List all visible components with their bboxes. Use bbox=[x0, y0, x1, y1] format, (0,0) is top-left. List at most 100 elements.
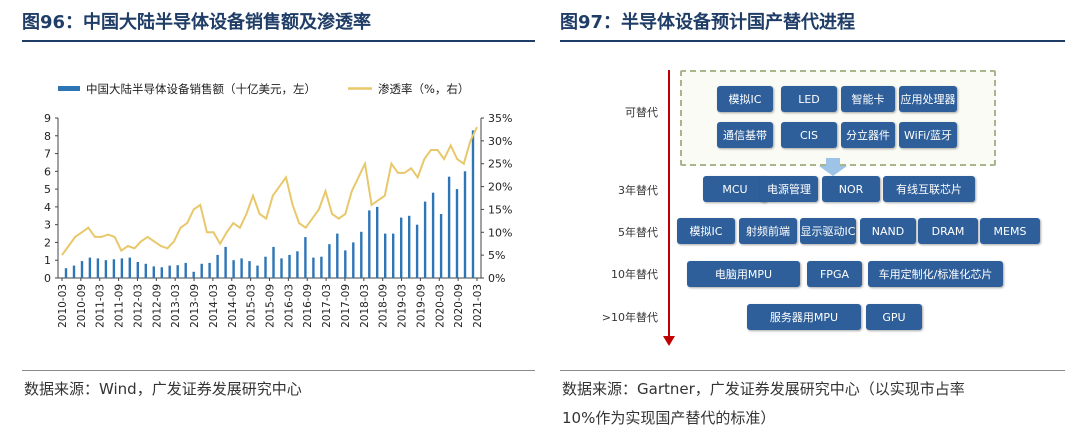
substitution-box: MCU bbox=[703, 176, 767, 202]
sales-bar bbox=[72, 265, 76, 278]
right-source-rule bbox=[560, 370, 1065, 371]
substitution-box: 应用处理器 bbox=[899, 86, 957, 112]
right-source-line2: 10%作为实现国产替代的标准） bbox=[562, 409, 776, 427]
sales-bar bbox=[376, 206, 379, 278]
substitution-box: 车用定制化/标准化芯片 bbox=[868, 261, 1003, 287]
sales-bar bbox=[216, 254, 219, 278]
sales-bar bbox=[184, 262, 187, 278]
sales-bar bbox=[384, 233, 387, 278]
x-tick-label: 2011-03 bbox=[95, 284, 107, 328]
left-tick-label: 3 bbox=[44, 219, 51, 232]
sales-bar bbox=[288, 254, 291, 278]
sales-bar bbox=[471, 130, 475, 278]
sales-bar bbox=[128, 257, 131, 278]
sales-bar bbox=[104, 260, 108, 278]
sales-bar bbox=[136, 262, 139, 278]
x-tick-label: 2017-09 bbox=[340, 284, 352, 328]
substitution-box: FPGA bbox=[807, 261, 862, 287]
sales-bar bbox=[400, 217, 403, 278]
sales-bar bbox=[64, 268, 68, 278]
sales-bar bbox=[336, 233, 339, 278]
sales-bar bbox=[272, 246, 275, 278]
row-label: 可替代 bbox=[625, 106, 658, 119]
sales-bar bbox=[96, 258, 100, 278]
sales-bar bbox=[192, 271, 195, 278]
right-tick-label: 15% bbox=[488, 203, 512, 216]
substitution-box: DRAM bbox=[918, 218, 978, 244]
substitution-diagram: 可替代 3年替代 5年替代 10年替代 >10年替代 模拟IC LED 智能卡 应用处理器 通信基… bbox=[560, 52, 1065, 368]
row-label: 5年替代 bbox=[618, 226, 658, 239]
x-tick-label: 2013-03 bbox=[170, 284, 182, 328]
left-tick-label: 9 bbox=[44, 112, 51, 125]
x-tick-label: 2019-03 bbox=[397, 284, 409, 328]
x-tick-label: 2021-03 bbox=[472, 284, 484, 328]
left-tick-label: 4 bbox=[44, 201, 51, 214]
x-tick-label: 2015-09 bbox=[265, 284, 277, 328]
substitution-box: 服务器用MPU bbox=[747, 304, 861, 330]
sales-bar bbox=[144, 263, 147, 278]
substitution-box: GPU bbox=[866, 304, 922, 330]
sales-bar bbox=[392, 233, 395, 278]
substitution-box: 模拟IC bbox=[677, 218, 735, 244]
sales-bar bbox=[431, 192, 435, 278]
sales-bar bbox=[415, 224, 419, 278]
left-source-rule bbox=[22, 370, 535, 371]
x-tick-label: 2020-09 bbox=[453, 284, 465, 328]
sales-bar bbox=[112, 259, 116, 278]
right-panel-title: 图97：半导体设备预计国产替代进程 bbox=[560, 12, 856, 33]
sales-bar bbox=[160, 267, 163, 278]
x-tick-label: 2013-09 bbox=[189, 284, 201, 328]
x-tick-label: 2011-09 bbox=[114, 284, 126, 328]
right-tick-label: 5% bbox=[488, 249, 505, 262]
sales-bar bbox=[344, 250, 347, 278]
sales-bar bbox=[312, 257, 315, 278]
sales-bar bbox=[232, 260, 235, 278]
x-tick-label: 2010-09 bbox=[76, 284, 88, 328]
left-tick-label: 8 bbox=[44, 130, 51, 143]
sales-bar bbox=[200, 263, 203, 278]
group-down-arrow-shaft bbox=[826, 158, 840, 168]
substitution-box: 通信基带 bbox=[717, 122, 773, 148]
left-title-rule bbox=[22, 40, 535, 42]
substitution-box: 有线互联芯片 bbox=[883, 176, 975, 202]
substitution-box: NAND bbox=[860, 218, 916, 244]
left-tick-label: 0 bbox=[44, 272, 51, 285]
sales-bar bbox=[152, 266, 155, 278]
right-tick-label: 10% bbox=[488, 226, 512, 239]
x-tick-label: 2010-03 bbox=[57, 284, 69, 328]
right-source-line1: 数据来源：Gartner，广发证券发展研究中心（以实现市占率 bbox=[562, 380, 965, 398]
sales-bar bbox=[264, 256, 267, 278]
substitutable-group-frame bbox=[680, 70, 996, 166]
x-tick-label: 2018-03 bbox=[359, 284, 371, 328]
group-down-arrow-head bbox=[819, 166, 847, 176]
right-title-rule bbox=[560, 40, 1065, 42]
substitution-box: 射频前端 bbox=[739, 218, 797, 244]
row-label: >10年替代 bbox=[601, 311, 658, 324]
x-tick-label: 2019-09 bbox=[415, 284, 427, 328]
sales-bar bbox=[240, 258, 243, 278]
sales-bar bbox=[304, 237, 307, 278]
sales-bar bbox=[455, 189, 459, 278]
sales-bar bbox=[328, 244, 331, 278]
sales-bar bbox=[423, 201, 427, 278]
sales-bar bbox=[463, 171, 467, 278]
sales-bar bbox=[248, 261, 251, 278]
x-tick-label: 2017-03 bbox=[321, 284, 333, 328]
sales-bar bbox=[408, 215, 411, 278]
substitution-box: 分立器件 bbox=[841, 122, 895, 148]
sales-bar bbox=[439, 214, 443, 278]
left-source: 数据来源：Wind，广发证券发展研究中心 bbox=[24, 380, 302, 398]
right-tick-label: 20% bbox=[488, 181, 512, 194]
sales-bar bbox=[368, 210, 371, 278]
left-tick-label: 2 bbox=[44, 236, 51, 249]
sales-bar bbox=[224, 246, 227, 278]
sales-bar bbox=[256, 265, 259, 278]
left-tick-label: 5 bbox=[44, 183, 51, 196]
right-tick-label: 0% bbox=[488, 272, 505, 285]
substitution-box: 电脑用MPU bbox=[687, 261, 800, 287]
substitution-box: 智能卡 bbox=[841, 86, 895, 112]
sales-bar bbox=[88, 257, 92, 278]
sales-bar bbox=[352, 242, 355, 278]
substitution-box: 显示驱动IC bbox=[800, 218, 856, 244]
x-tick-label: 2014-09 bbox=[227, 284, 239, 328]
